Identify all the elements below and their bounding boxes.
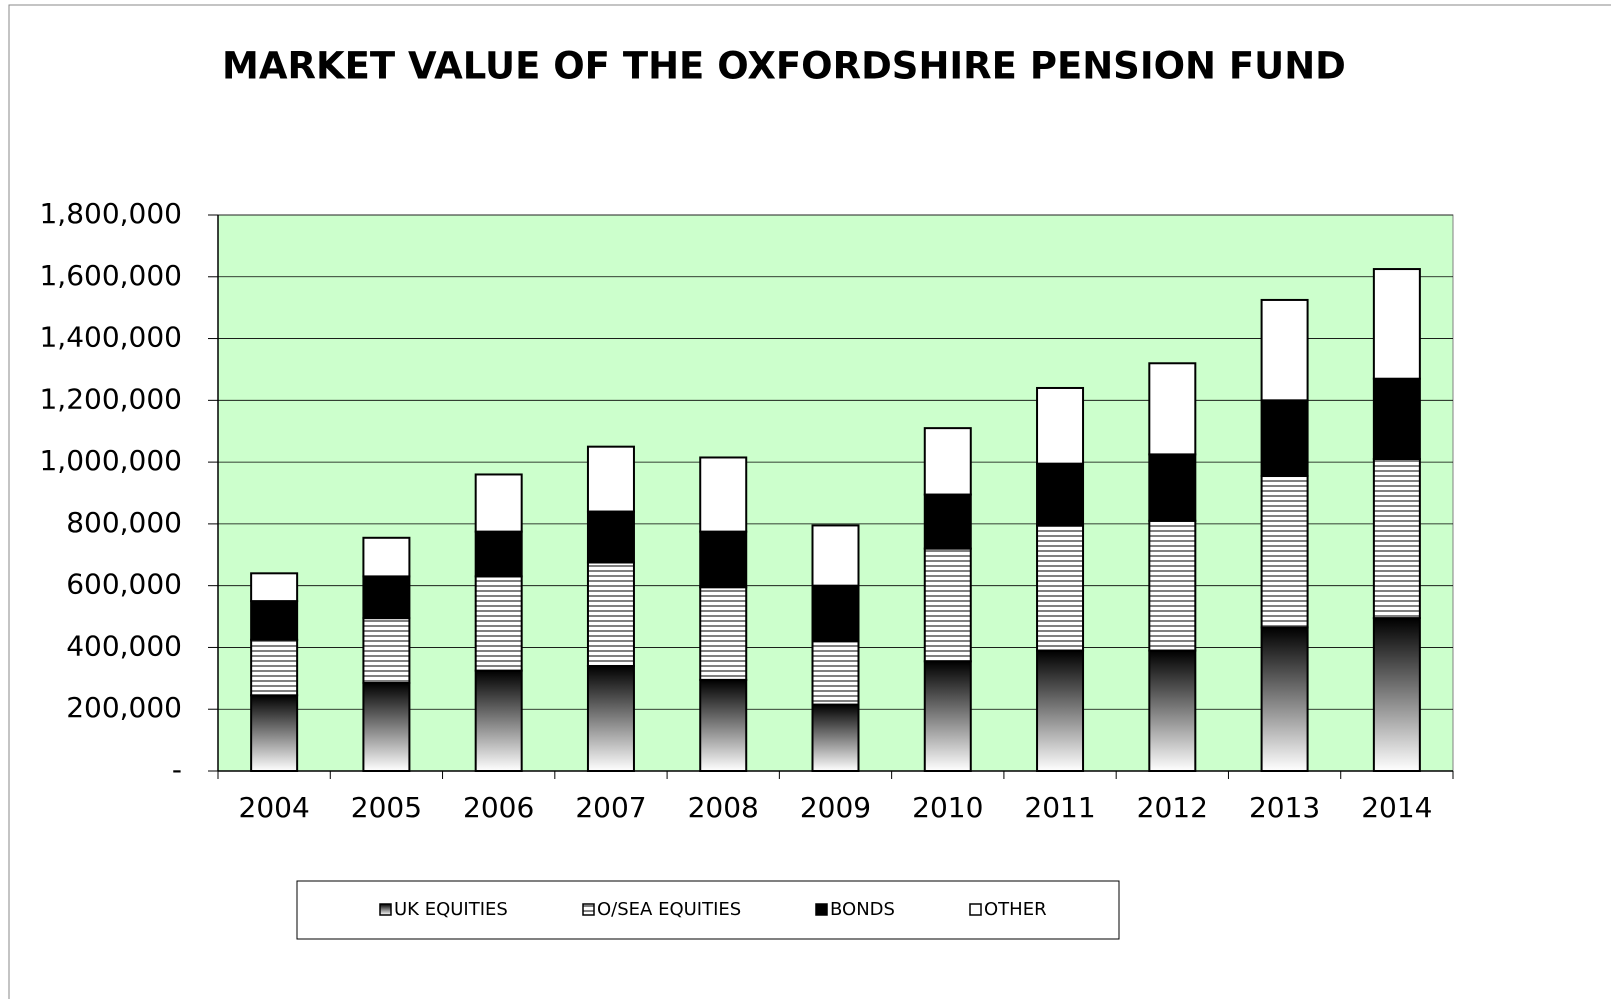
- x-tick-label: 2010: [912, 791, 983, 824]
- bar-segment: [1372, 617, 1421, 772]
- bar-segment: [811, 524, 860, 587]
- bar-segment: [1260, 475, 1309, 629]
- bar-segment: [923, 547, 972, 663]
- x-tick-label: 2008: [688, 791, 759, 824]
- legend-label: BONDS: [830, 899, 895, 920]
- x-tick-label: 2012: [1137, 791, 1208, 824]
- x-tick-label: 2007: [575, 791, 646, 824]
- bar-segment: [250, 572, 299, 603]
- y-tick-label: 1,400,000: [39, 321, 182, 354]
- bar-segment: [1036, 386, 1085, 465]
- y-tick-label: 1,600,000: [39, 259, 182, 292]
- bar-segment: [1148, 649, 1197, 772]
- bar-segment: [1260, 298, 1309, 402]
- bar-segment: [923, 493, 972, 550]
- y-tick-label: 1,800,000: [39, 197, 182, 230]
- x-tick-label: 2014: [1361, 791, 1432, 824]
- bar-segment: [1260, 399, 1309, 478]
- y-tick-label: 1,000,000: [39, 444, 182, 477]
- legend-label: O/SEA EQUITIES: [597, 899, 741, 920]
- bar-segment: [1372, 268, 1421, 380]
- y-tick-label: 200,000: [66, 691, 182, 724]
- x-tick-label: 2011: [1024, 791, 1095, 824]
- x-tick-label: 2006: [463, 791, 534, 824]
- y-tick-label: 800,000: [66, 506, 182, 539]
- bar-segment: [811, 640, 860, 706]
- bar-segment: [474, 575, 523, 672]
- legend-swatch: [815, 903, 828, 916]
- bar-segment: [699, 586, 748, 681]
- bar-segment: [474, 669, 523, 772]
- legend-label: UK EQUITIES: [394, 899, 508, 920]
- bar-segment: [250, 638, 299, 697]
- bar-segment: [1036, 462, 1085, 527]
- bar-segment: [586, 445, 635, 513]
- x-tick-label: 2005: [351, 791, 422, 824]
- bar-segment: [362, 681, 411, 773]
- bar-segment: [474, 530, 523, 578]
- bar-segment: [586, 664, 635, 773]
- y-tick-label: 400,000: [66, 629, 182, 662]
- bar-segment: [923, 660, 972, 772]
- bar-segment: [1372, 377, 1421, 461]
- bar-segment: [362, 536, 411, 578]
- bar-segment: [362, 617, 411, 684]
- bar-segment: [1260, 626, 1309, 772]
- y-tick-label: 1,200,000: [39, 382, 182, 415]
- legend-label: OTHER: [984, 899, 1047, 920]
- bar-segment: [1036, 649, 1085, 772]
- bar-segment: [250, 694, 299, 772]
- bar-segment: [250, 600, 299, 641]
- bar-segment: [1148, 519, 1197, 652]
- bar-segment: [811, 703, 860, 772]
- legend-box: [296, 880, 1120, 940]
- legend-swatch: [379, 903, 392, 916]
- y-tick-label: 600,000: [66, 568, 182, 601]
- bar-segment: [923, 427, 972, 496]
- bar-segment: [586, 561, 635, 667]
- frame: [8, 4, 1611, 999]
- chart-title: MARKET VALUE OF THE OXFORDSHIRE PENSION …: [222, 45, 1346, 88]
- legend-swatch: [582, 903, 595, 916]
- bar-segment: [1148, 453, 1197, 522]
- bar-segment: [362, 575, 411, 620]
- x-tick-label: 2013: [1249, 791, 1320, 824]
- x-tick-label: 2004: [239, 791, 310, 824]
- bar-segment: [1036, 524, 1085, 652]
- legend-swatch: [969, 903, 982, 916]
- bar-segment: [586, 510, 635, 564]
- y-tick-label: -: [172, 753, 182, 786]
- bar-segment: [1148, 362, 1197, 456]
- bar-segment: [699, 456, 748, 533]
- bar-segment: [699, 678, 748, 773]
- bar-segment: [1372, 458, 1421, 620]
- bar-segment: [474, 473, 523, 533]
- bar-segment: [811, 584, 860, 643]
- x-tick-label: 2009: [800, 791, 871, 824]
- bar-segment: [699, 530, 748, 589]
